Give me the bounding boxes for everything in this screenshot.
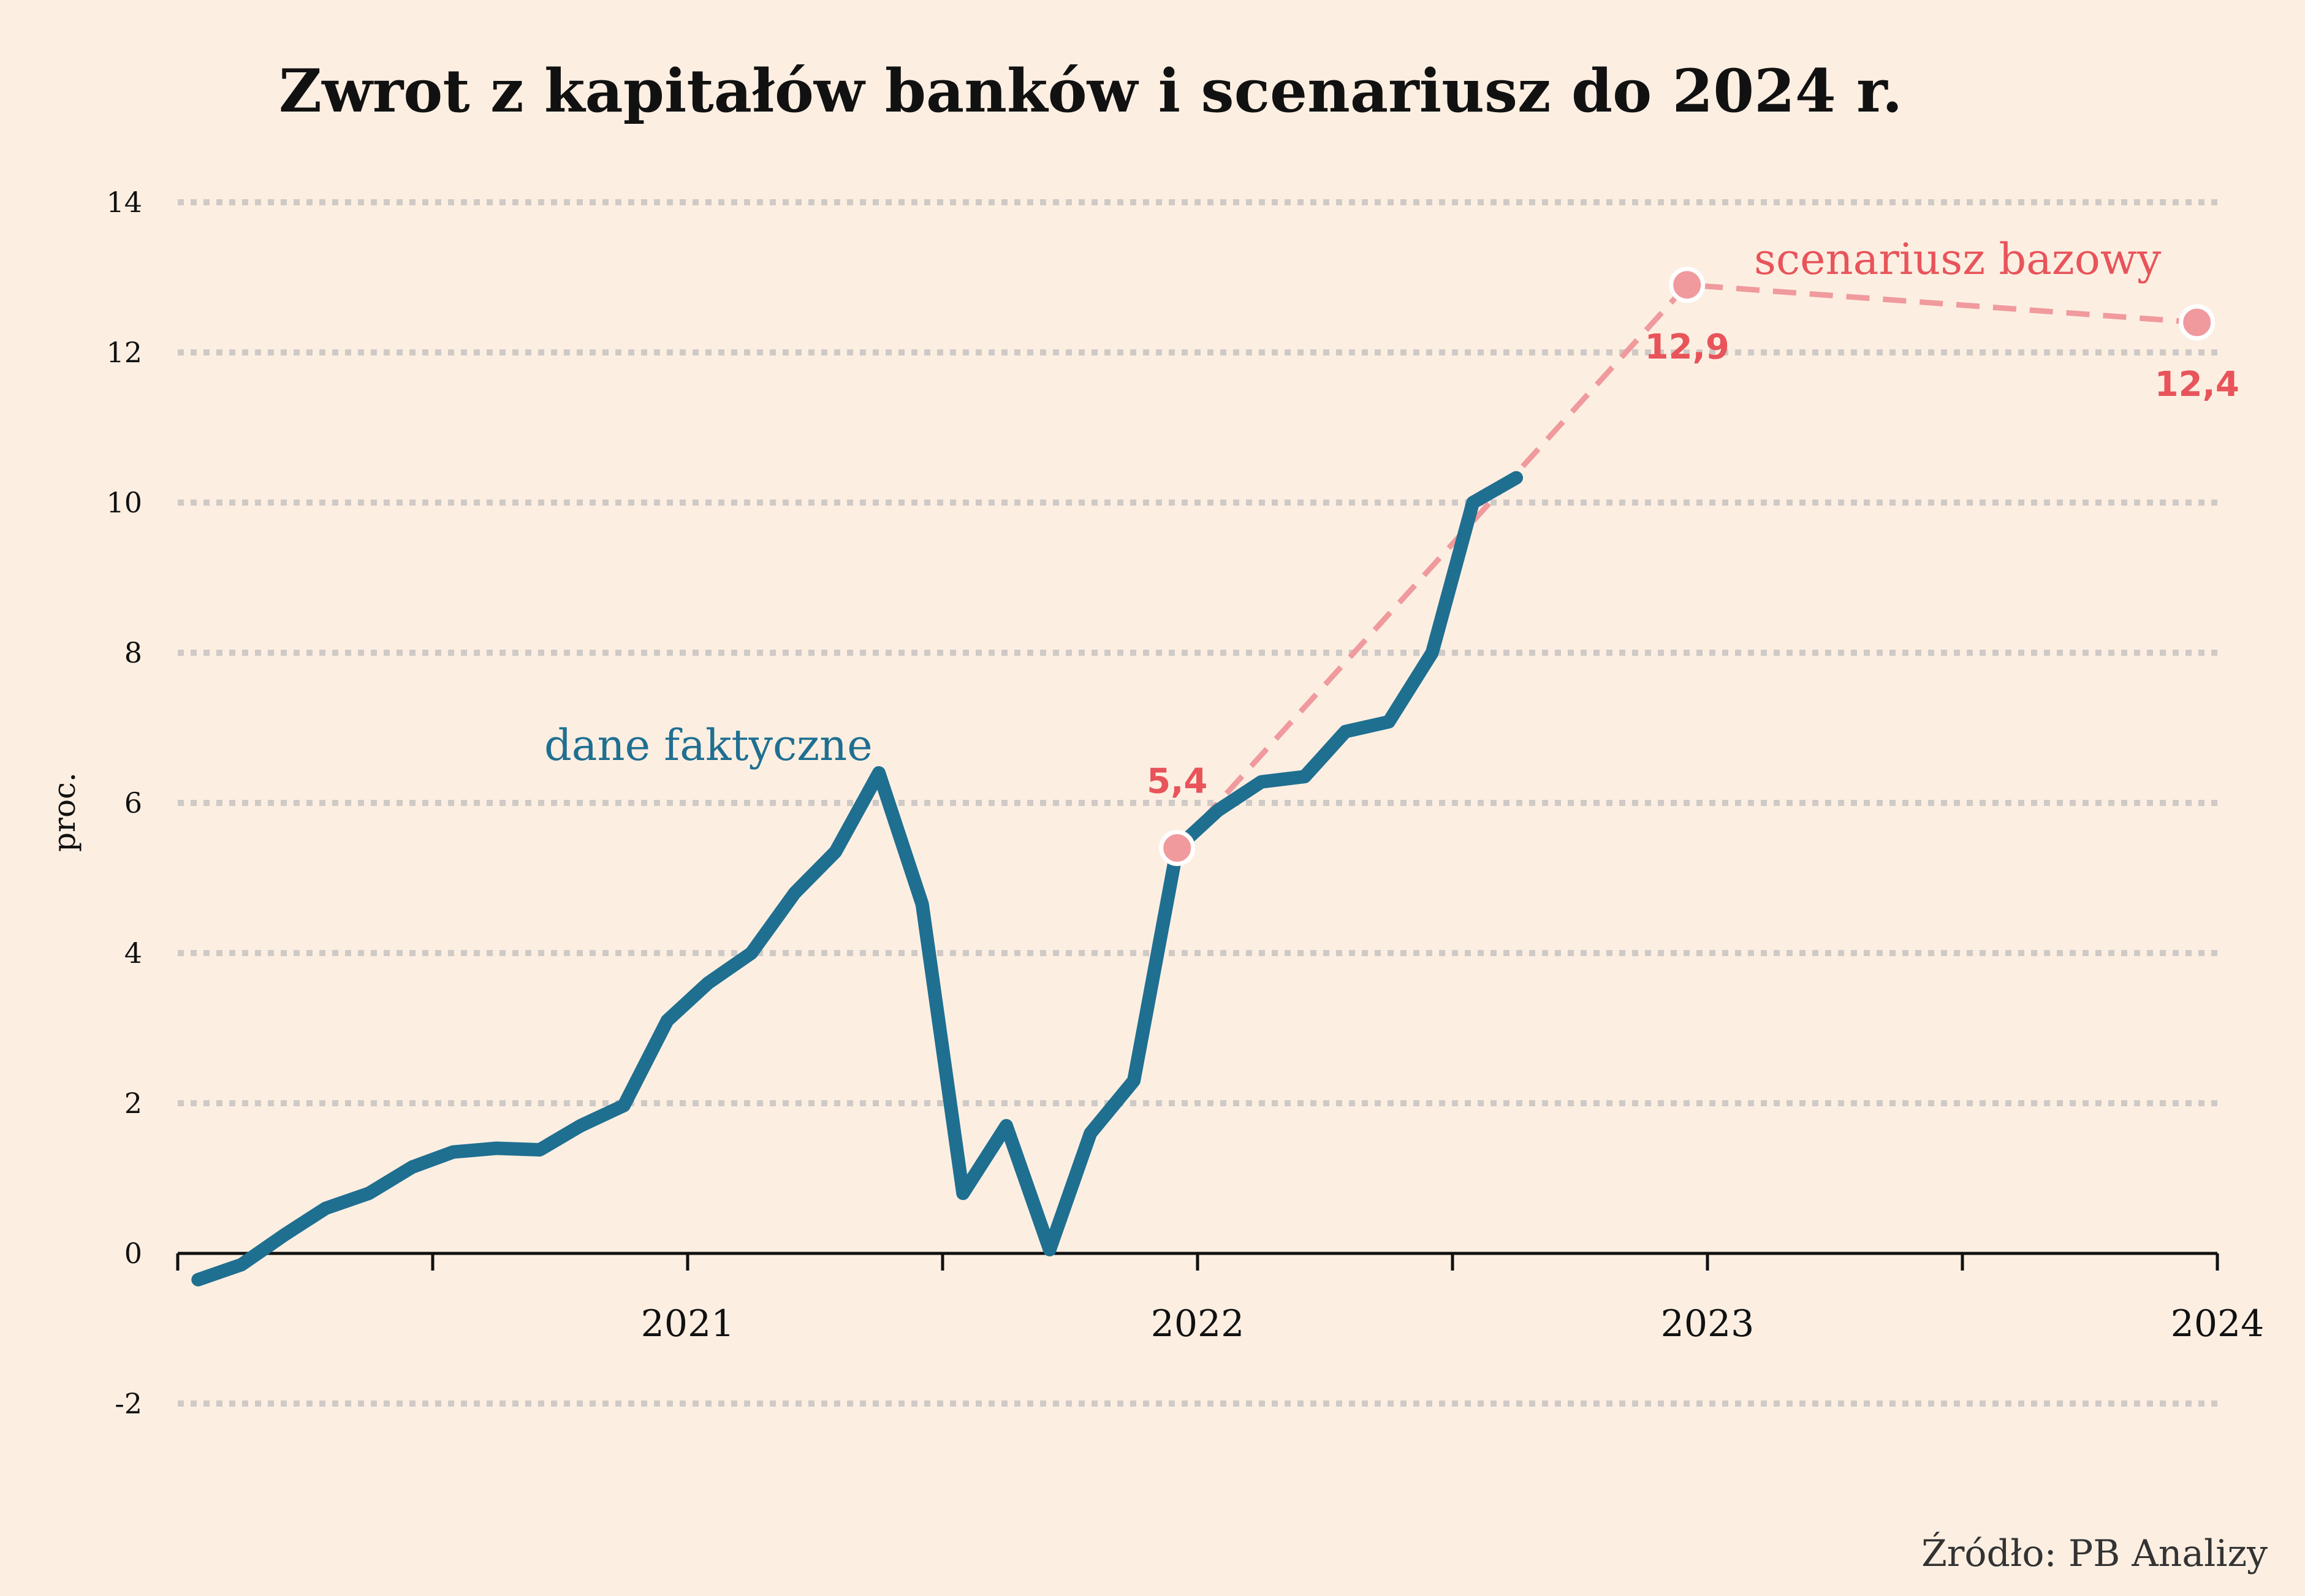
x-tick-label: 2022: [1151, 1302, 1245, 1345]
y-tick-label: 12: [106, 336, 142, 369]
series-label-actual: dane faktyczne: [544, 720, 873, 770]
y-tick-label: 14: [106, 186, 142, 219]
y-tick-label: 4: [124, 937, 142, 970]
gridlines: [178, 199, 2217, 1407]
y-tick-label: 6: [124, 786, 142, 819]
y-tick-label: 2: [124, 1087, 142, 1120]
y-tick-label: 0: [124, 1237, 142, 1270]
series-labels: dane faktyczne scenariusz bazowy: [544, 234, 2162, 770]
series-line-scenario: [1175, 282, 2198, 850]
chart-title: Zwrot z kapitałów banków i scenariusz do…: [279, 56, 1902, 126]
scenario-point: [1669, 267, 1706, 303]
series-line-actual: [191, 471, 1523, 1286]
series-label-scenario: scenariusz bazowy: [1754, 234, 2162, 284]
x-axis: 2021 2022 2023 2024: [176, 1252, 2265, 1345]
x-tick-label: 2021: [641, 1302, 735, 1345]
data-label: 12,9: [1645, 327, 1730, 367]
x-tick-label: 2023: [1661, 1302, 1755, 1345]
plot-area: [191, 267, 2216, 1286]
y-axis: 14 12 10 8 6 4 2 0 -2: [106, 186, 142, 1420]
scenario-point: [2179, 304, 2216, 341]
data-label: 12,4: [2155, 365, 2239, 405]
scenario-point: [1159, 830, 1196, 866]
x-tick-label: 2024: [2171, 1302, 2265, 1345]
source-note: Źródło: PB Analizy: [1921, 1532, 2268, 1575]
y-axis-label: proc.: [47, 772, 82, 852]
y-tick-label: 10: [106, 486, 142, 519]
y-tick-label: -2: [115, 1387, 142, 1420]
y-tick-label: 8: [124, 636, 142, 669]
data-labels: 5,4 12,9 12,4: [1147, 327, 2239, 802]
data-label: 5,4: [1147, 762, 1207, 802]
